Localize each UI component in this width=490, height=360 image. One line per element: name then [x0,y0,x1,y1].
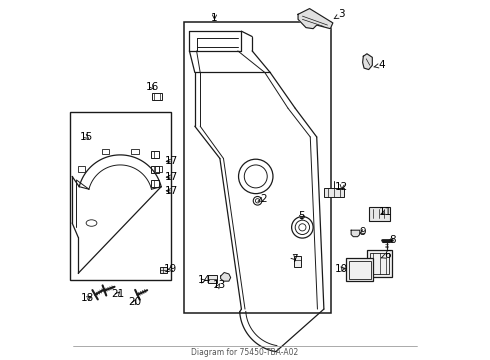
Text: Diagram for 75450-TBA-A02: Diagram for 75450-TBA-A02 [192,348,298,357]
Bar [151,166,159,173]
Text: 14: 14 [198,275,212,285]
Bar [370,253,389,274]
Text: 4: 4 [374,60,385,70]
Text: 10: 10 [335,264,348,274]
Text: 9: 9 [359,227,366,237]
Bar [151,151,159,158]
Text: 18: 18 [81,293,95,303]
Text: 1: 1 [211,13,218,23]
Bar [102,149,109,154]
Text: 19: 19 [164,264,177,274]
Bar [367,250,392,277]
Text: 11: 11 [379,207,392,217]
Text: 7: 7 [291,254,298,264]
Text: 21: 21 [111,289,124,299]
Bar [155,166,162,172]
Bar [368,207,390,221]
Polygon shape [220,273,231,281]
Polygon shape [298,9,333,29]
Text: 15: 15 [80,132,93,142]
Bar [324,188,343,197]
Text: 20: 20 [128,297,141,307]
Bar [346,258,373,282]
Text: 13: 13 [213,280,226,290]
Bar [70,112,172,280]
Text: 3: 3 [334,9,345,19]
Text: 17: 17 [165,186,178,196]
Bar [349,261,370,279]
Bar [184,22,331,313]
Text: 5: 5 [298,211,305,221]
Text: 8: 8 [387,235,396,245]
Bar [131,149,139,154]
Bar [294,256,301,267]
Text: 17: 17 [165,156,178,166]
Text: 6: 6 [381,250,391,260]
Bar [208,275,218,283]
Bar [160,267,167,273]
Text: 12: 12 [335,182,348,192]
Text: 2: 2 [258,194,268,204]
Text: 17: 17 [165,172,178,182]
Bar [78,166,85,172]
Text: 16: 16 [146,82,159,93]
Polygon shape [351,230,360,237]
Polygon shape [363,54,372,69]
Bar [152,93,162,100]
Bar [151,180,159,187]
